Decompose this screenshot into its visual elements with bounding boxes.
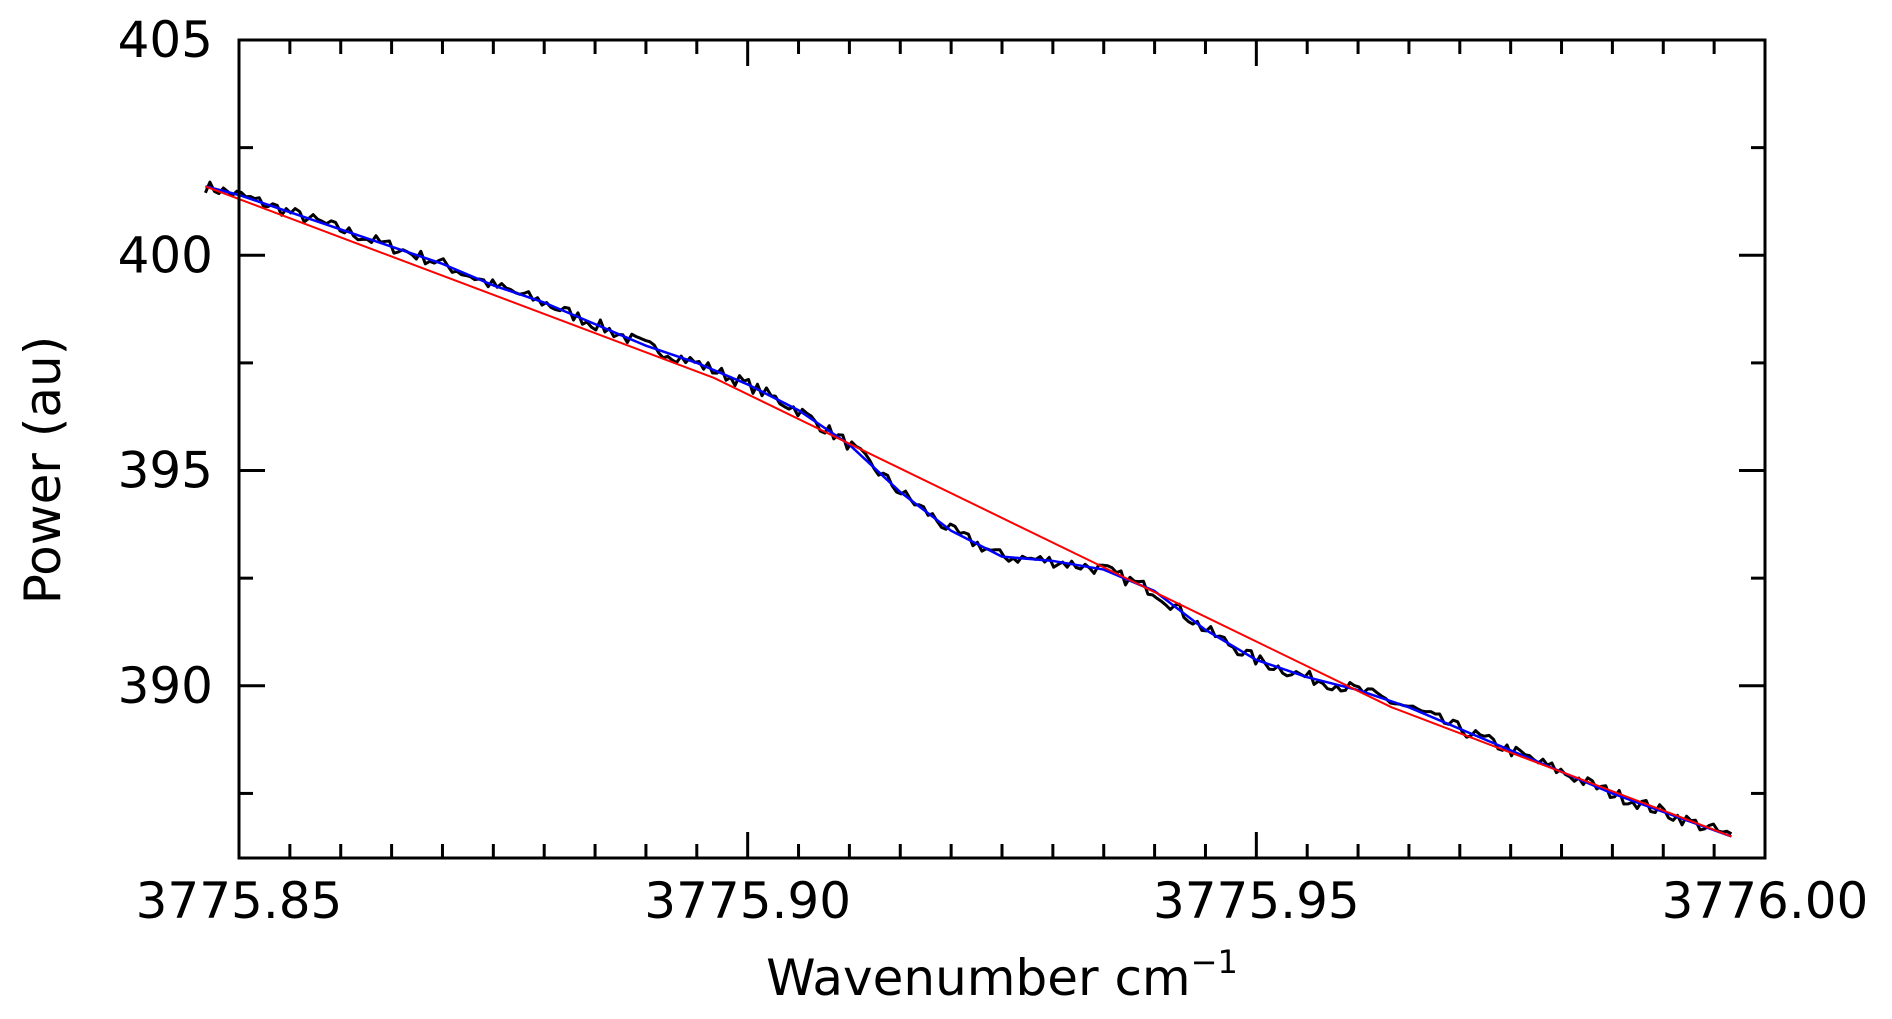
x-tick-label: 3776.00 <box>1662 872 1869 930</box>
x-axis-label-superscript: −1 <box>1191 943 1238 981</box>
y-tick-label: 400 <box>118 226 213 284</box>
y-axis-label: Power (au) <box>14 336 72 604</box>
x-tick-label: 3775.90 <box>644 872 851 930</box>
series-line-0 <box>204 180 1733 836</box>
y-tick-label: 395 <box>118 442 213 500</box>
x-axis-label: Wavenumber cm−1 <box>766 943 1238 1007</box>
tick-layer <box>237 38 1767 858</box>
series-line-1 <box>205 185 1732 838</box>
tick-label-layer: 3775.85 3775.90 3775.95 3776.00 390 395 400 405 <box>118 11 1869 930</box>
series-line-2 <box>205 185 1732 838</box>
x-tick-label: 3775.95 <box>1153 872 1360 930</box>
x-axis-label-text: Wavenumber cm <box>766 949 1190 1007</box>
y-tick-label: 405 <box>118 11 213 69</box>
y-tick-label: 390 <box>118 657 213 715</box>
plot-frame <box>237 38 1767 860</box>
series-layer <box>204 180 1733 838</box>
x-tick-label: 3775.85 <box>136 872 343 930</box>
